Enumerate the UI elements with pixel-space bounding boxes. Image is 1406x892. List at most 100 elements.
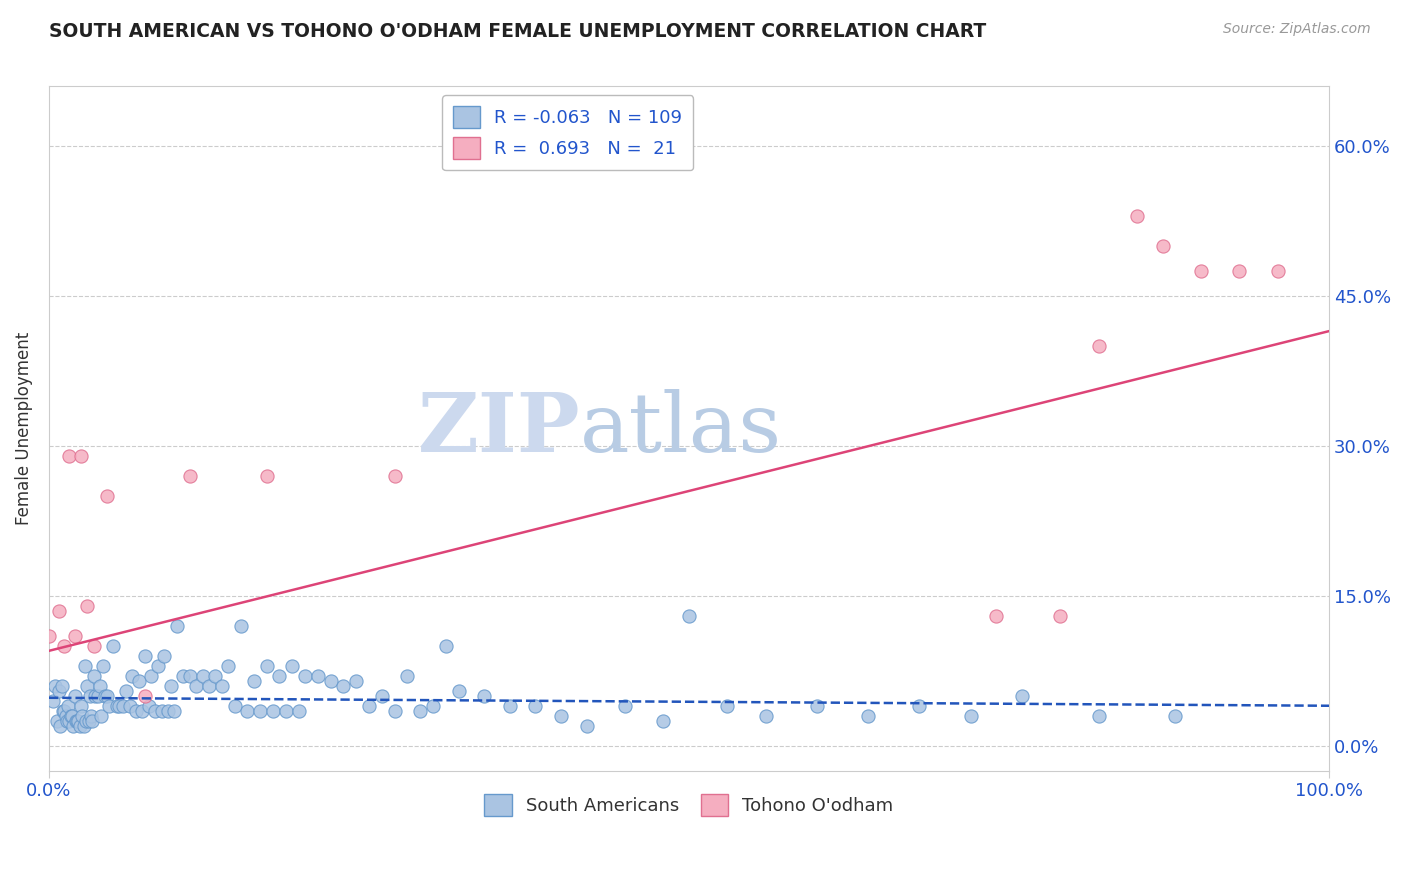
Point [1152, 239, 1174, 253]
Point [163, 704, 186, 718]
Point [69, 719, 91, 733]
Point [72, 708, 94, 723]
Point [224, 698, 246, 713]
Point [125, 704, 148, 718]
Point [65, 714, 87, 728]
Point [56, 714, 79, 728]
Point [1126, 209, 1149, 223]
Point [94, 689, 117, 703]
Point [1267, 264, 1289, 278]
Point [159, 679, 181, 693]
Point [1229, 264, 1251, 278]
Point [38, 629, 60, 643]
Point [42, 694, 65, 708]
Point [986, 608, 1008, 623]
Point [856, 708, 879, 723]
Point [89, 679, 111, 693]
Point [1049, 608, 1071, 623]
Point [66, 714, 89, 728]
Point [52, 704, 75, 718]
Point [60, 708, 83, 723]
Point [204, 669, 226, 683]
Point [83, 639, 105, 653]
Point [256, 658, 278, 673]
Point [472, 689, 495, 703]
Point [524, 698, 547, 713]
Point [80, 708, 103, 723]
Point [256, 469, 278, 483]
Point [58, 449, 80, 463]
Point [262, 704, 284, 718]
Point [53, 704, 76, 718]
Point [409, 704, 432, 718]
Point [98, 698, 121, 713]
Point [357, 698, 380, 713]
Point [70, 698, 93, 713]
Point [678, 608, 700, 623]
Point [274, 704, 297, 718]
Point [45, 714, 67, 728]
Point [48, 683, 70, 698]
Point [77, 714, 100, 728]
Point [105, 698, 128, 713]
Point [172, 669, 194, 683]
Point [281, 658, 304, 673]
Point [150, 704, 173, 718]
Point [396, 669, 419, 683]
Legend: South Americans, Tohono O'odham: South Americans, Tohono O'odham [477, 787, 901, 823]
Point [53, 639, 76, 653]
Point [166, 619, 188, 633]
Point [49, 719, 72, 733]
Point [96, 689, 118, 703]
Point [141, 669, 163, 683]
Point [332, 679, 354, 693]
Point [146, 658, 169, 673]
Point [62, 719, 84, 733]
Point [384, 704, 406, 718]
Point [1189, 264, 1212, 278]
Point [72, 719, 94, 733]
Point [434, 639, 457, 653]
Text: Source: ZipAtlas.com: Source: ZipAtlas.com [1223, 22, 1371, 37]
Point [108, 698, 131, 713]
Point [48, 604, 70, 618]
Point [83, 669, 105, 683]
Point [186, 679, 208, 693]
Point [138, 698, 160, 713]
Point [118, 698, 141, 713]
Point [550, 708, 572, 723]
Text: atlas: atlas [581, 389, 782, 468]
Point [56, 698, 79, 713]
Point [55, 708, 77, 723]
Point [63, 689, 86, 703]
Point [249, 704, 271, 718]
Point [67, 714, 90, 728]
Point [153, 648, 176, 663]
Point [499, 698, 522, 713]
Point [131, 704, 153, 718]
Point [287, 704, 309, 718]
Point [211, 679, 233, 693]
Point [96, 489, 118, 503]
Point [236, 704, 259, 718]
Point [1011, 689, 1033, 703]
Point [63, 629, 86, 643]
Point [179, 669, 201, 683]
Point [242, 673, 264, 688]
Point [84, 689, 107, 703]
Point [614, 698, 637, 713]
Point [59, 708, 82, 723]
Point [70, 449, 93, 463]
Point [128, 673, 150, 688]
Point [134, 689, 156, 703]
Point [198, 679, 221, 693]
Point [307, 669, 329, 683]
Point [51, 679, 73, 693]
Point [75, 714, 97, 728]
Point [44, 679, 66, 693]
Point [806, 698, 828, 713]
Point [575, 719, 598, 733]
Point [90, 708, 112, 723]
Point [121, 669, 143, 683]
Point [143, 704, 166, 718]
